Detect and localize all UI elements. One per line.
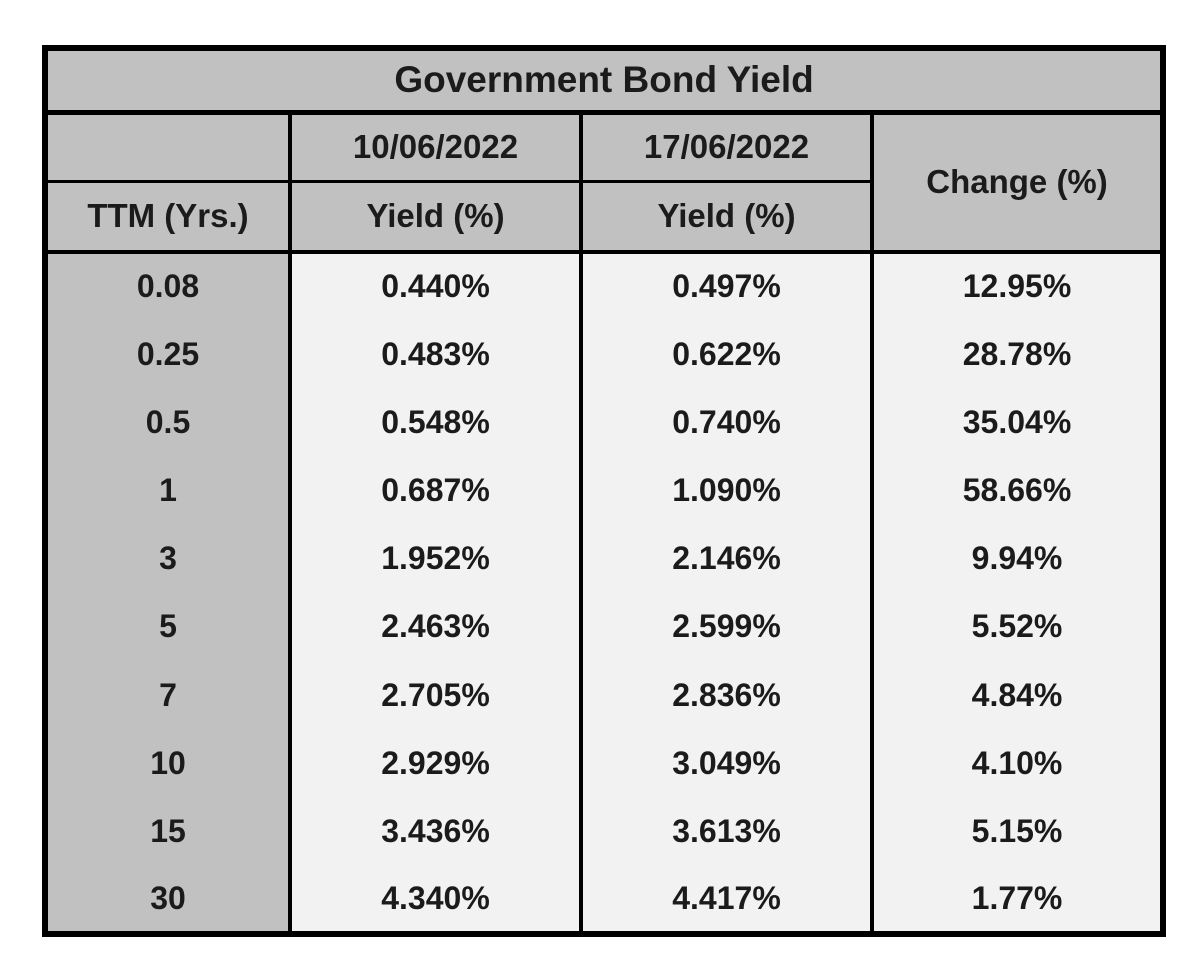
table-row: 0.08 0.440% 0.497% 12.95% <box>45 251 1164 320</box>
yield1-cell: 2.929% <box>288 729 581 798</box>
yield2-cell: 3.613% <box>579 797 872 866</box>
yield1-cell: 3.436% <box>288 797 581 866</box>
change-cell: 58.66% <box>869 456 1164 525</box>
table-row: 0.25 0.483% 0.622% 28.78% <box>45 319 1164 389</box>
change-cell: 35.04% <box>869 388 1164 457</box>
change-cell: 9.94% <box>869 524 1164 593</box>
yield2-cell: 0.497% <box>579 251 872 320</box>
yield1-cell: 0.440% <box>288 251 581 320</box>
yield1-cell: 2.463% <box>288 592 581 661</box>
yield1-cell: 4.340% <box>288 865 581 934</box>
table-row: 10 2.929% 3.049% 4.10% <box>45 729 1164 798</box>
change-cell: 5.52% <box>869 592 1164 661</box>
yield2-cell: 2.146% <box>579 524 872 593</box>
table-row: 30 4.340% 4.417% 1.77% <box>45 865 1164 934</box>
yield1-cell: 0.687% <box>288 456 581 525</box>
change-cell: 12.95% <box>869 251 1164 320</box>
ttm-cell: 1 <box>45 456 290 525</box>
table-row: 7 2.705% 2.836% 4.84% <box>45 660 1164 730</box>
change-cell: 1.77% <box>869 865 1164 934</box>
table-header-dates-row: 10/06/2022 17/06/2022 Change (%) <box>45 112 1164 254</box>
ttm-cell: 3 <box>45 524 290 593</box>
date-header-1: 10/06/2022 <box>288 112 581 183</box>
change-cell: 4.84% <box>869 660 1164 730</box>
ttm-cell: 5 <box>45 592 290 661</box>
yield1-cell: 0.548% <box>288 388 581 457</box>
date-header-2: 17/06/2022 <box>579 112 872 183</box>
table-row: 5 2.463% 2.599% 5.52% <box>45 592 1164 661</box>
yield-header-1: Yield (%) <box>288 181 581 254</box>
ttm-header: TTM (Yrs.) <box>45 181 290 254</box>
yield1-cell: 0.483% <box>288 319 581 389</box>
yield2-cell: 1.090% <box>579 456 872 525</box>
yield2-cell: 3.049% <box>579 729 872 798</box>
change-cell: 28.78% <box>869 319 1164 389</box>
change-header: Change (%) <box>869 112 1164 254</box>
table-row: 3 1.952% 2.146% 9.94% <box>45 524 1164 593</box>
table-title-row: Government Bond Yield <box>45 48 1164 115</box>
yield1-cell: 1.952% <box>288 524 581 593</box>
ttm-cell: 10 <box>45 729 290 798</box>
table-row: 1 0.687% 1.090% 58.66% <box>45 456 1164 525</box>
yield-header-2: Yield (%) <box>579 181 872 254</box>
yield2-cell: 4.417% <box>579 865 872 934</box>
ttm-cell: 0.5 <box>45 388 290 457</box>
ttm-cell: 15 <box>45 797 290 866</box>
ttm-cell: 0.25 <box>45 319 290 389</box>
change-cell: 5.15% <box>869 797 1164 866</box>
blank-header-cell <box>45 112 290 183</box>
table-header-labels-row: TTM (Yrs.) Yield (%) Yield (%) <box>45 181 1163 254</box>
change-cell: 4.10% <box>869 729 1164 798</box>
government-bond-yield-table: Government Bond Yield 10/06/2022 17/06/2… <box>42 45 1167 937</box>
table-row: 15 3.436% 3.613% 5.15% <box>45 797 1164 866</box>
ttm-cell: 30 <box>45 865 290 934</box>
yield2-cell: 2.599% <box>579 592 872 661</box>
ttm-cell: 0.08 <box>45 251 290 320</box>
yield2-cell: 0.740% <box>579 388 872 457</box>
yield2-cell: 0.622% <box>579 319 872 389</box>
yield2-cell: 2.836% <box>579 660 872 730</box>
table-title: Government Bond Yield <box>45 48 1164 115</box>
table-row: 0.5 0.548% 0.740% 35.04% <box>45 388 1164 457</box>
ttm-cell: 7 <box>45 660 290 730</box>
yield1-cell: 2.705% <box>288 660 581 730</box>
